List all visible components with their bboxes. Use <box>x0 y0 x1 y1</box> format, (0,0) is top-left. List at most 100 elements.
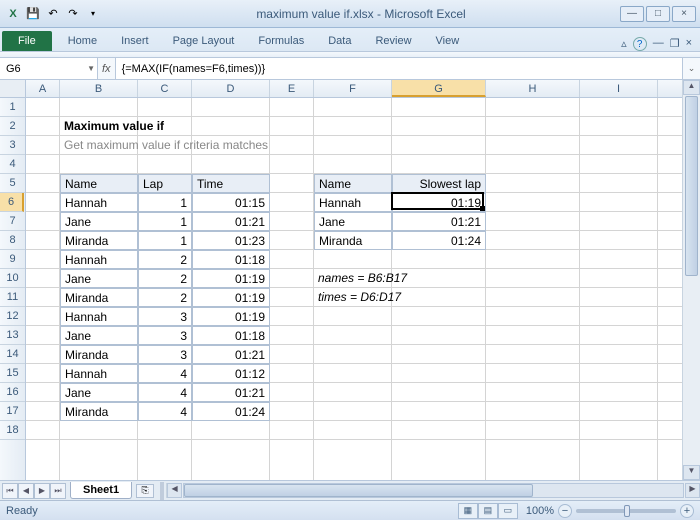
minimize-button[interactable]: — <box>620 6 644 22</box>
tbl1-time-10[interactable]: 01:21 <box>192 383 270 402</box>
col-header-E[interactable]: E <box>270 80 314 97</box>
tbl1-header-1[interactable]: Lap <box>138 174 192 193</box>
tbl1-lap-2[interactable]: 1 <box>138 231 192 250</box>
note-names[interactable]: names = B6:B17 <box>314 269 580 288</box>
row-header-7[interactable]: 7 <box>0 212 25 231</box>
note-times[interactable]: times = D6:D17 <box>314 288 580 307</box>
col-header-F[interactable]: F <box>314 80 392 97</box>
undo-icon[interactable]: ↶ <box>44 5 62 23</box>
zoom-level[interactable]: 100% <box>526 505 554 517</box>
tbl1-lap-9[interactable]: 4 <box>138 364 192 383</box>
redo-icon[interactable]: ↷ <box>64 5 82 23</box>
row-header-9[interactable]: 9 <box>0 250 25 269</box>
mdi-minimize-icon[interactable]: — <box>653 37 664 51</box>
tbl1-name-2[interactable]: Miranda <box>60 231 138 250</box>
tab-page-layout[interactable]: Page Layout <box>161 31 247 51</box>
tbl1-time-5[interactable]: 01:19 <box>192 288 270 307</box>
tbl2-name-0[interactable]: Hannah <box>314 193 392 212</box>
mdi-restore-icon[interactable]: ❐ <box>670 37 680 51</box>
formula-input[interactable]: {=MAX(IF(names=F6,times))} <box>116 58 682 79</box>
row-header-8[interactable]: 8 <box>0 231 25 250</box>
row-header-3[interactable]: 3 <box>0 136 25 155</box>
tbl1-lap-10[interactable]: 4 <box>138 383 192 402</box>
tbl1-time-11[interactable]: 01:24 <box>192 402 270 421</box>
hscroll-thumb[interactable] <box>184 484 533 497</box>
row-header-12[interactable]: 12 <box>0 307 25 326</box>
tbl1-lap-11[interactable]: 4 <box>138 402 192 421</box>
sheet-nav-first-icon[interactable]: ⏮ <box>2 483 18 499</box>
sheet-nav-next-icon[interactable]: ▶ <box>34 483 50 499</box>
tbl1-time-7[interactable]: 01:18 <box>192 326 270 345</box>
row-header-17[interactable]: 17 <box>0 402 25 421</box>
row-header-1[interactable]: 1 <box>0 98 25 117</box>
tbl1-time-4[interactable]: 01:19 <box>192 269 270 288</box>
tbl1-time-0[interactable]: 01:15 <box>192 193 270 212</box>
tbl2-header-1[interactable]: Slowest lap <box>392 174 486 193</box>
col-header-I[interactable]: I <box>580 80 658 97</box>
tbl1-name-11[interactable]: Miranda <box>60 402 138 421</box>
row-header-16[interactable]: 16 <box>0 383 25 402</box>
tbl2-val-2[interactable]: 01:24 <box>392 231 486 250</box>
scroll-up-icon[interactable]: ▲ <box>683 80 700 95</box>
tbl1-lap-3[interactable]: 2 <box>138 250 192 269</box>
row-header-13[interactable]: 13 <box>0 326 25 345</box>
tbl1-lap-1[interactable]: 1 <box>138 212 192 231</box>
mdi-close-icon[interactable]: × <box>686 37 692 51</box>
fx-icon[interactable]: fx <box>102 63 111 75</box>
scroll-right-icon[interactable]: ▶ <box>685 483 700 498</box>
close-button[interactable]: × <box>672 6 696 22</box>
view-layout-icon[interactable]: ▤ <box>478 503 498 519</box>
tbl1-name-4[interactable]: Jane <box>60 269 138 288</box>
name-box-dropdown-icon[interactable]: ▼ <box>87 64 95 73</box>
row-header-4[interactable]: 4 <box>0 155 25 174</box>
tbl1-lap-5[interactable]: 2 <box>138 288 192 307</box>
zoom-out-button[interactable]: − <box>558 504 572 518</box>
tbl1-name-7[interactable]: Jane <box>60 326 138 345</box>
tbl1-lap-7[interactable]: 3 <box>138 326 192 345</box>
tbl1-time-9[interactable]: 01:12 <box>192 364 270 383</box>
tab-data[interactable]: Data <box>316 31 363 51</box>
row-header-6[interactable]: 6 <box>0 193 24 212</box>
row-header-18[interactable]: 18 <box>0 421 25 440</box>
col-header-G[interactable]: G <box>392 80 486 97</box>
cells-area[interactable]: Maximum value ifGet maximum value if cri… <box>26 98 682 480</box>
scroll-left-icon[interactable]: ◀ <box>167 483 182 498</box>
tbl1-name-3[interactable]: Hannah <box>60 250 138 269</box>
tbl1-name-8[interactable]: Miranda <box>60 345 138 364</box>
qat-dropdown-icon[interactable]: ▾ <box>84 5 102 23</box>
tbl1-header-0[interactable]: Name <box>60 174 138 193</box>
row-header-5[interactable]: 5 <box>0 174 25 193</box>
tbl1-lap-6[interactable]: 3 <box>138 307 192 326</box>
tbl1-time-6[interactable]: 01:19 <box>192 307 270 326</box>
tab-file[interactable]: File <box>2 31 52 51</box>
sheet-nav-prev-icon[interactable]: ◀ <box>18 483 34 499</box>
page-subtitle[interactable]: Get maximum value if criteria matches <box>60 136 392 155</box>
maximize-button[interactable]: □ <box>646 6 670 22</box>
tbl1-time-3[interactable]: 01:18 <box>192 250 270 269</box>
tbl1-name-5[interactable]: Miranda <box>60 288 138 307</box>
tbl2-name-1[interactable]: Jane <box>314 212 392 231</box>
horizontal-scrollbar[interactable]: ◀ ▶ <box>166 483 700 498</box>
tbl1-name-0[interactable]: Hannah <box>60 193 138 212</box>
help-icon[interactable]: ? <box>633 37 647 51</box>
tbl2-val-0[interactable]: 01:19 <box>392 193 486 212</box>
vscroll-thumb[interactable] <box>685 96 698 276</box>
zoom-in-button[interactable]: + <box>680 504 694 518</box>
tbl1-header-2[interactable]: Time <box>192 174 270 193</box>
col-header-A[interactable]: A <box>26 80 60 97</box>
tbl1-lap-4[interactable]: 2 <box>138 269 192 288</box>
row-header-11[interactable]: 11 <box>0 288 25 307</box>
tab-review[interactable]: Review <box>363 31 423 51</box>
tbl1-name-10[interactable]: Jane <box>60 383 138 402</box>
col-header-C[interactable]: C <box>138 80 192 97</box>
tbl2-name-2[interactable]: Miranda <box>314 231 392 250</box>
tab-formulas[interactable]: Formulas <box>246 31 316 51</box>
view-pagebreak-icon[interactable]: ▭ <box>498 503 518 519</box>
tbl2-val-1[interactable]: 01:21 <box>392 212 486 231</box>
tbl1-name-1[interactable]: Jane <box>60 212 138 231</box>
tbl1-lap-8[interactable]: 3 <box>138 345 192 364</box>
col-header-H[interactable]: H <box>486 80 580 97</box>
tbl1-lap-0[interactable]: 1 <box>138 193 192 212</box>
col-header-B[interactable]: B <box>60 80 138 97</box>
tab-view[interactable]: View <box>424 31 472 51</box>
